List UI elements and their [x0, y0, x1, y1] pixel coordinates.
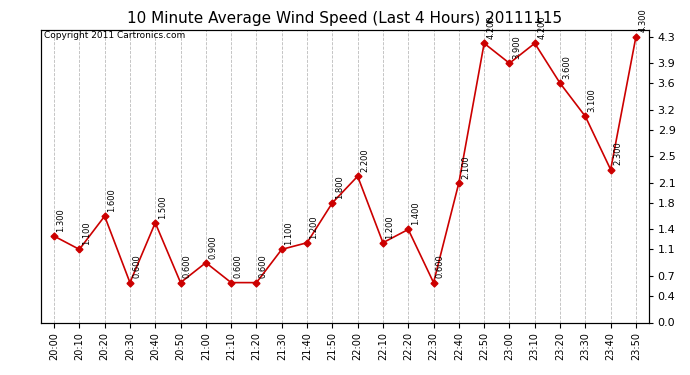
Text: Copyright 2011 Cartronics.com: Copyright 2011 Cartronics.com [44, 32, 186, 40]
Text: 1.300: 1.300 [57, 208, 66, 232]
Text: 10 Minute Average Wind Speed (Last 4 Hours) 20111115: 10 Minute Average Wind Speed (Last 4 Hou… [128, 11, 562, 26]
Text: 1.100: 1.100 [284, 222, 293, 245]
Text: 3.600: 3.600 [562, 55, 571, 79]
Text: 1.200: 1.200 [386, 215, 395, 238]
Text: 1.500: 1.500 [158, 195, 167, 219]
Text: 4.300: 4.300 [638, 9, 647, 33]
Text: 1.200: 1.200 [310, 215, 319, 238]
Text: 0.600: 0.600 [234, 255, 243, 279]
Text: 4.200: 4.200 [538, 15, 546, 39]
Text: 3.900: 3.900 [512, 35, 521, 59]
Text: 2.300: 2.300 [613, 142, 622, 165]
Text: 2.200: 2.200 [360, 148, 369, 172]
Text: 0.600: 0.600 [183, 255, 192, 279]
Text: 1.400: 1.400 [411, 202, 420, 225]
Text: 3.100: 3.100 [588, 88, 597, 112]
Text: 0.600: 0.600 [132, 255, 141, 279]
Text: 1.100: 1.100 [82, 222, 91, 245]
Text: 4.200: 4.200 [486, 15, 495, 39]
Text: 0.600: 0.600 [259, 255, 268, 279]
Text: 0.600: 0.600 [436, 255, 445, 279]
Text: 0.900: 0.900 [208, 235, 217, 258]
Text: 1.600: 1.600 [107, 188, 116, 212]
Text: 2.100: 2.100 [462, 155, 471, 179]
Text: 1.800: 1.800 [335, 175, 344, 199]
